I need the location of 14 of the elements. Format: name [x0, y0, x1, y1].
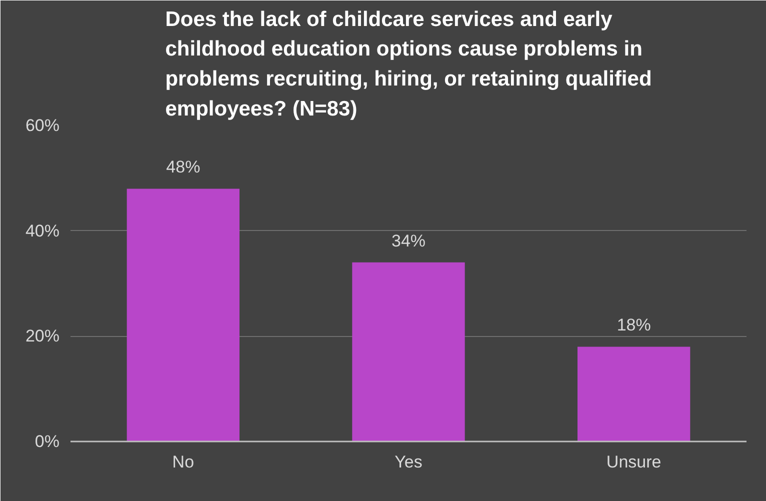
y-tick-label: 0% [34, 432, 60, 451]
x-tick-label: No [172, 452, 194, 472]
bar [126, 188, 240, 442]
data-label: 18% [616, 316, 651, 335]
y-tick-label: 20% [25, 326, 60, 346]
bar [578, 346, 690, 442]
x-tick-label: Yes [394, 452, 422, 472]
bar [352, 262, 465, 442]
y-tick-label: 60% [25, 116, 60, 135]
y-tick-label: 40% [25, 221, 60, 240]
data-label: 48% [166, 158, 200, 177]
data-label: 34% [391, 231, 426, 250]
chart-title: Does the lack of childcare services and early childhood education options cause problems in problems recruiting, hiring, or retaining qualified employees? (N=83) [165, 8, 652, 120]
x-tick-label: Unsure [606, 452, 662, 472]
